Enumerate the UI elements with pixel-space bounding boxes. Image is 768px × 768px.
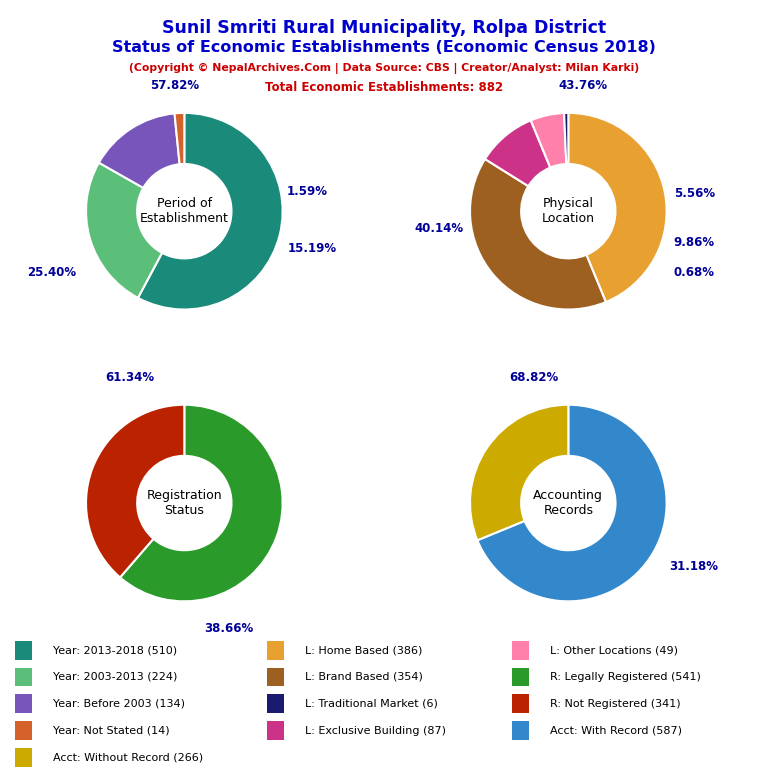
- Text: 61.34%: 61.34%: [106, 371, 155, 384]
- Wedge shape: [485, 121, 551, 186]
- Text: 0.68%: 0.68%: [674, 266, 715, 279]
- Text: Accounting
Records: Accounting Records: [534, 489, 603, 517]
- FancyBboxPatch shape: [15, 721, 31, 740]
- FancyBboxPatch shape: [15, 748, 31, 767]
- Text: Registration
Status: Registration Status: [147, 489, 222, 517]
- Text: Year: 2003-2013 (224): Year: 2003-2013 (224): [53, 672, 177, 682]
- Text: Total Economic Establishments: 882: Total Economic Establishments: 882: [265, 81, 503, 94]
- Text: Acct: Without Record (266): Acct: Without Record (266): [53, 753, 203, 763]
- Wedge shape: [470, 405, 568, 540]
- Text: Year: 2013-2018 (510): Year: 2013-2018 (510): [53, 645, 177, 655]
- Wedge shape: [86, 405, 184, 578]
- Wedge shape: [568, 113, 667, 302]
- Text: 68.82%: 68.82%: [509, 371, 558, 384]
- Text: R: Not Registered (341): R: Not Registered (341): [550, 699, 680, 709]
- Text: 38.66%: 38.66%: [204, 622, 253, 635]
- Text: L: Other Locations (49): L: Other Locations (49): [550, 645, 677, 655]
- FancyBboxPatch shape: [267, 641, 284, 660]
- Text: 9.86%: 9.86%: [674, 236, 715, 249]
- Text: 43.76%: 43.76%: [558, 79, 607, 92]
- FancyBboxPatch shape: [15, 641, 31, 660]
- Text: Sunil Smriti Rural Municipality, Rolpa District: Sunil Smriti Rural Municipality, Rolpa D…: [162, 19, 606, 37]
- Text: Physical
Location: Physical Location: [541, 197, 595, 225]
- FancyBboxPatch shape: [512, 667, 528, 687]
- Text: L: Home Based (386): L: Home Based (386): [305, 645, 422, 655]
- Text: Period of
Establishment: Period of Establishment: [140, 197, 229, 225]
- Wedge shape: [531, 113, 566, 167]
- Wedge shape: [120, 405, 283, 601]
- FancyBboxPatch shape: [512, 721, 528, 740]
- FancyBboxPatch shape: [267, 694, 284, 713]
- Wedge shape: [470, 159, 606, 310]
- Text: L: Traditional Market (6): L: Traditional Market (6): [305, 699, 438, 709]
- Text: L: Brand Based (354): L: Brand Based (354): [305, 672, 423, 682]
- FancyBboxPatch shape: [512, 641, 528, 660]
- Text: Year: Before 2003 (134): Year: Before 2003 (134): [53, 699, 185, 709]
- Text: (Copyright © NepalArchives.Com | Data Source: CBS | Creator/Analyst: Milan Karki: (Copyright © NepalArchives.Com | Data So…: [129, 63, 639, 74]
- Wedge shape: [99, 114, 180, 188]
- Text: 31.18%: 31.18%: [670, 561, 719, 574]
- FancyBboxPatch shape: [512, 694, 528, 713]
- Text: 15.19%: 15.19%: [287, 242, 336, 255]
- FancyBboxPatch shape: [15, 694, 31, 713]
- Wedge shape: [174, 113, 184, 164]
- Text: 57.82%: 57.82%: [150, 79, 199, 92]
- FancyBboxPatch shape: [267, 721, 284, 740]
- Wedge shape: [138, 113, 283, 310]
- Text: 1.59%: 1.59%: [286, 185, 328, 198]
- Wedge shape: [478, 405, 667, 601]
- Text: Acct: With Record (587): Acct: With Record (587): [550, 726, 681, 736]
- Text: 40.14%: 40.14%: [414, 223, 463, 236]
- Wedge shape: [86, 163, 162, 298]
- Text: Year: Not Stated (14): Year: Not Stated (14): [53, 726, 170, 736]
- Text: 25.40%: 25.40%: [27, 266, 76, 279]
- Wedge shape: [564, 113, 568, 164]
- FancyBboxPatch shape: [15, 667, 31, 687]
- Text: Status of Economic Establishments (Economic Census 2018): Status of Economic Establishments (Econo…: [112, 40, 656, 55]
- Text: 5.56%: 5.56%: [674, 187, 715, 200]
- Text: R: Legally Registered (541): R: Legally Registered (541): [550, 672, 700, 682]
- Text: L: Exclusive Building (87): L: Exclusive Building (87): [305, 726, 446, 736]
- FancyBboxPatch shape: [267, 667, 284, 687]
